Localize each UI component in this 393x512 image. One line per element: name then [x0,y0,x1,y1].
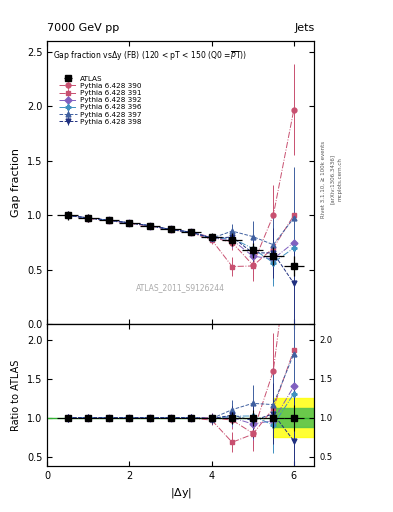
Text: ATLAS_2011_S9126244: ATLAS_2011_S9126244 [136,283,225,292]
X-axis label: |$\Delta$y|: |$\Delta$y| [170,486,192,500]
Text: Gap fraction vs$\Delta$y (FB) (120 < pT < 150 (Q0 =$\overline{p}$T)): Gap fraction vs$\Delta$y (FB) (120 < pT … [53,50,247,62]
Text: Jets: Jets [294,23,314,33]
Y-axis label: Ratio to ATLAS: Ratio to ATLAS [11,359,21,431]
Text: mcplots.cern.ch: mcplots.cern.ch [338,157,343,201]
Text: [arXiv:1306.3436]: [arXiv:1306.3436] [330,154,335,204]
Text: Rivet 3.1.10, ≥ 100k events: Rivet 3.1.10, ≥ 100k events [320,141,325,218]
Text: 7000 GeV pp: 7000 GeV pp [47,23,119,33]
Y-axis label: Gap fraction: Gap fraction [11,148,21,217]
Legend: ATLAS, Pythia 6.428 390, Pythia 6.428 391, Pythia 6.428 392, Pythia 6.428 396, P: ATLAS, Pythia 6.428 390, Pythia 6.428 39… [56,73,144,127]
